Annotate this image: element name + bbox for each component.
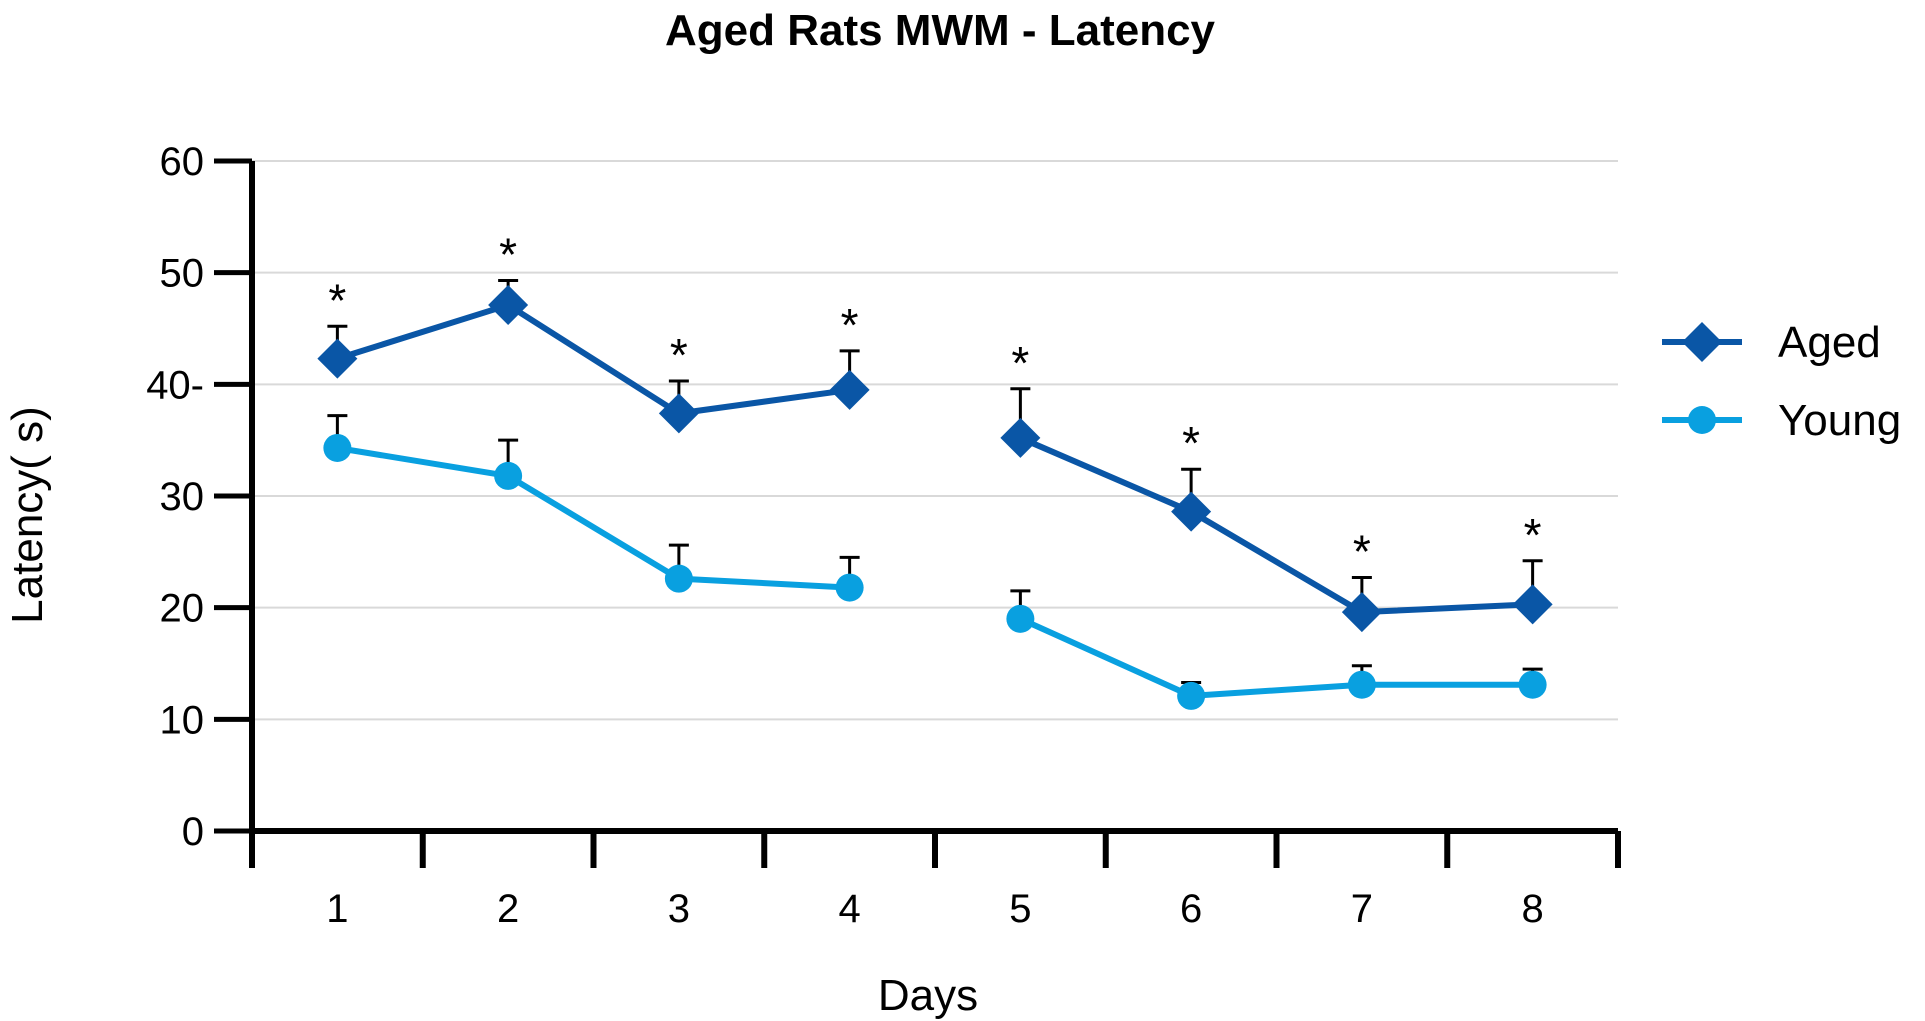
data-point	[829, 369, 870, 410]
y-tick-label: 20	[160, 587, 205, 631]
series-line	[1019, 616, 1533, 699]
x-axis-title: Days	[878, 971, 978, 1020]
legend-label: Aged	[1778, 318, 1881, 367]
data-point	[1518, 670, 1547, 699]
x-tick-label: 7	[1351, 887, 1373, 931]
series-line	[1019, 435, 1533, 616]
x-tick-label: 3	[668, 887, 690, 931]
legend-marker	[1688, 406, 1716, 434]
x-tick-label: 4	[839, 887, 861, 931]
data-point	[1000, 417, 1041, 458]
series-line	[336, 302, 851, 417]
x-tick-label: 6	[1180, 887, 1202, 931]
data-point	[323, 433, 352, 462]
data-point	[835, 573, 864, 602]
data-point	[494, 461, 523, 490]
legend-label: Young	[1778, 396, 1901, 445]
significance-star: *	[1524, 509, 1542, 561]
data-point	[1341, 592, 1382, 633]
significance-star: *	[1182, 417, 1200, 469]
significance-star: *	[670, 329, 688, 381]
x-axis-ticks: 1 2 3 4 5 6 7 8	[326, 831, 1621, 931]
significance-star: *	[1011, 337, 1029, 389]
legend-item-young: Young	[1662, 396, 1901, 445]
significance-star: *	[1353, 526, 1371, 578]
legend: Aged Young	[1662, 318, 1901, 445]
data-point	[1347, 670, 1376, 699]
data-point	[488, 285, 529, 326]
series-layer	[317, 278, 1553, 710]
significance-star: *	[499, 228, 517, 280]
series-line	[336, 445, 850, 591]
x-tick-label: 5	[1009, 887, 1031, 931]
axes	[249, 161, 1618, 868]
legend-item-aged: Aged	[1662, 318, 1881, 367]
data-point	[317, 338, 358, 379]
legend-marker	[1682, 322, 1722, 362]
y-tick-label: 60	[160, 140, 205, 184]
y-tick-label: 40-	[146, 363, 204, 407]
data-point	[1006, 604, 1035, 633]
series-aged	[317, 278, 1553, 633]
data-point	[1512, 584, 1553, 625]
y-tick-label: 30	[160, 475, 205, 519]
data-point	[664, 564, 693, 593]
gridlines	[252, 160, 1618, 721]
chart-title: Aged Rats MWM - Latency	[665, 6, 1216, 55]
x-tick-label: 1	[326, 887, 348, 931]
y-axis-ticks: 0 10 20 30 40- 50 60	[146, 140, 252, 854]
data-point	[1171, 491, 1212, 532]
data-point	[1177, 681, 1206, 710]
x-tick-label: 2	[497, 887, 519, 931]
significance-star: *	[841, 299, 859, 351]
y-tick-label: 0	[182, 810, 204, 854]
data-point	[658, 393, 699, 434]
significance-star: *	[328, 274, 346, 326]
significance-markers: * * * * * * * *	[328, 228, 1541, 577]
x-tick-label: 8	[1522, 887, 1544, 931]
y-axis-title: Latency( s)	[3, 406, 52, 624]
series-young	[323, 414, 1547, 710]
y-tick-label: 10	[160, 698, 205, 742]
y-tick-label: 50	[160, 252, 205, 296]
